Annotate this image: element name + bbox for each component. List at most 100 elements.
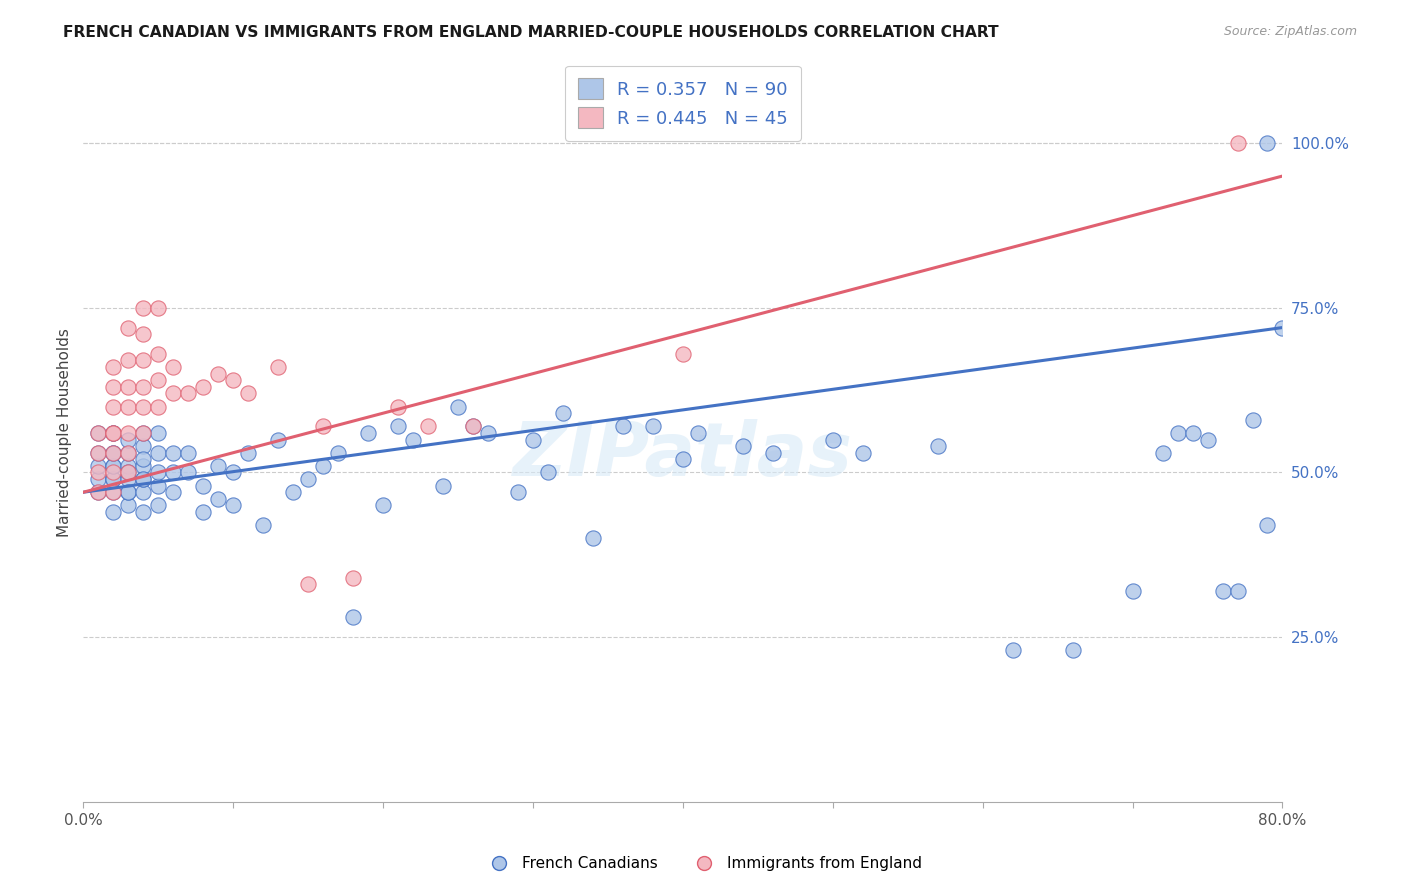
Point — [148, 425, 170, 440]
Point — [641, 419, 664, 434]
Point — [297, 472, 319, 486]
Point — [132, 425, 155, 440]
Point — [117, 320, 139, 334]
Text: FRENCH CANADIAN VS IMMIGRANTS FROM ENGLAND MARRIED-COUPLE HOUSEHOLDS CORRELATION: FRENCH CANADIAN VS IMMIGRANTS FROM ENGLA… — [63, 25, 998, 40]
Point — [117, 472, 139, 486]
Point — [1212, 584, 1234, 599]
Point — [132, 485, 155, 500]
Point — [132, 439, 155, 453]
Point — [162, 360, 184, 375]
Point — [87, 466, 110, 480]
Point — [177, 466, 200, 480]
Point — [132, 353, 155, 368]
Point — [852, 446, 875, 460]
Point — [506, 485, 529, 500]
Point — [103, 446, 125, 460]
Point — [402, 433, 425, 447]
Point — [1167, 425, 1189, 440]
Point — [477, 425, 499, 440]
Point — [342, 571, 364, 585]
Point — [103, 466, 125, 480]
Legend: French Canadians, Immigrants from England: French Canadians, Immigrants from Englan… — [478, 850, 928, 877]
Text: Source: ZipAtlas.com: Source: ZipAtlas.com — [1223, 25, 1357, 38]
Point — [148, 499, 170, 513]
Point — [103, 425, 125, 440]
Point — [148, 478, 170, 492]
Point — [551, 406, 574, 420]
Point — [342, 610, 364, 624]
Point — [148, 466, 170, 480]
Point — [148, 446, 170, 460]
Point — [672, 347, 695, 361]
Point — [162, 466, 184, 480]
Point — [87, 446, 110, 460]
Point — [267, 360, 290, 375]
Point — [193, 380, 215, 394]
Point — [1181, 425, 1204, 440]
Point — [177, 446, 200, 460]
Point — [103, 505, 125, 519]
Point — [117, 466, 139, 480]
Point — [103, 360, 125, 375]
Point — [162, 386, 184, 401]
Point — [522, 433, 544, 447]
Point — [207, 491, 229, 506]
Point — [132, 400, 155, 414]
Point — [103, 446, 125, 460]
Point — [132, 301, 155, 315]
Point — [117, 380, 139, 394]
Legend: R = 0.357   N = 90, R = 0.445   N = 45: R = 0.357 N = 90, R = 0.445 N = 45 — [565, 66, 801, 141]
Point — [326, 446, 349, 460]
Point — [357, 425, 380, 440]
Point — [132, 425, 155, 440]
Point — [132, 472, 155, 486]
Point — [686, 425, 709, 440]
Point — [238, 386, 260, 401]
Point — [132, 452, 155, 467]
Point — [207, 367, 229, 381]
Point — [117, 353, 139, 368]
Point — [132, 458, 155, 473]
Point — [1256, 136, 1278, 150]
Point — [927, 439, 949, 453]
Point — [267, 433, 290, 447]
Point — [117, 485, 139, 500]
Point — [132, 380, 155, 394]
Point — [87, 458, 110, 473]
Point — [582, 532, 605, 546]
Point — [371, 499, 394, 513]
Point — [222, 373, 245, 387]
Point — [162, 446, 184, 460]
Point — [222, 499, 245, 513]
Point — [132, 327, 155, 342]
Point — [103, 458, 125, 473]
Point — [312, 419, 335, 434]
Point — [461, 419, 484, 434]
Point — [1241, 413, 1264, 427]
Point — [1256, 518, 1278, 533]
Point — [117, 425, 139, 440]
Point — [103, 380, 125, 394]
Point — [1226, 584, 1249, 599]
Point — [731, 439, 754, 453]
Point — [117, 466, 139, 480]
Point — [103, 425, 125, 440]
Y-axis label: Married-couple Households: Married-couple Households — [58, 328, 72, 537]
Point — [103, 485, 125, 500]
Point — [148, 400, 170, 414]
Point — [87, 472, 110, 486]
Point — [1122, 584, 1144, 599]
Point — [117, 458, 139, 473]
Point — [148, 373, 170, 387]
Point — [252, 518, 274, 533]
Point — [1271, 320, 1294, 334]
Point — [103, 472, 125, 486]
Point — [87, 485, 110, 500]
Point — [162, 485, 184, 500]
Point — [1152, 446, 1174, 460]
Point — [87, 446, 110, 460]
Point — [1001, 643, 1024, 657]
Point — [177, 386, 200, 401]
Point — [132, 472, 155, 486]
Point — [117, 485, 139, 500]
